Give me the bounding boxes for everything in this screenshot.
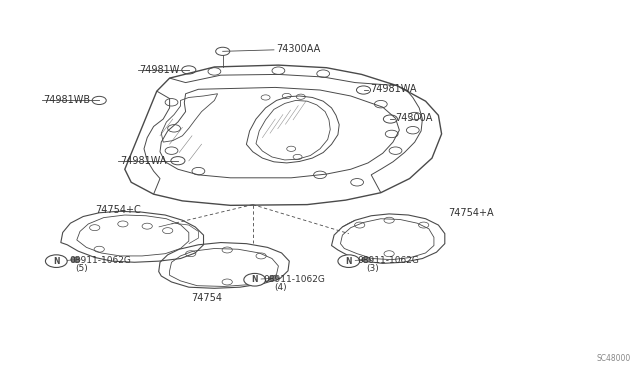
Text: 08911-1062G: 08911-1062G	[69, 256, 131, 265]
Text: 74300A: 74300A	[396, 113, 433, 123]
Circle shape	[362, 257, 371, 262]
Text: (5): (5)	[76, 264, 88, 273]
Text: SC48000: SC48000	[596, 354, 630, 363]
Circle shape	[338, 255, 360, 267]
Text: 08911-1062G: 08911-1062G	[357, 256, 419, 265]
Text: 74981WA: 74981WA	[120, 156, 167, 166]
Circle shape	[244, 273, 266, 286]
Text: 74300AA: 74300AA	[276, 44, 321, 54]
Text: (3): (3)	[366, 264, 379, 273]
Circle shape	[71, 257, 80, 262]
Text: N: N	[252, 275, 258, 284]
Text: 74754+C: 74754+C	[95, 205, 140, 215]
Text: 74754+A: 74754+A	[448, 208, 493, 218]
Circle shape	[269, 276, 278, 281]
Circle shape	[45, 255, 67, 267]
Text: (4): (4)	[274, 283, 287, 292]
Text: 74981WA: 74981WA	[370, 84, 417, 94]
Text: 74981WB: 74981WB	[44, 96, 91, 105]
Text: N: N	[346, 257, 352, 266]
Text: N: N	[53, 257, 60, 266]
Text: 74981W: 74981W	[140, 65, 180, 75]
Text: 08911-1062G: 08911-1062G	[264, 275, 326, 284]
Text: 74754: 74754	[191, 294, 221, 303]
